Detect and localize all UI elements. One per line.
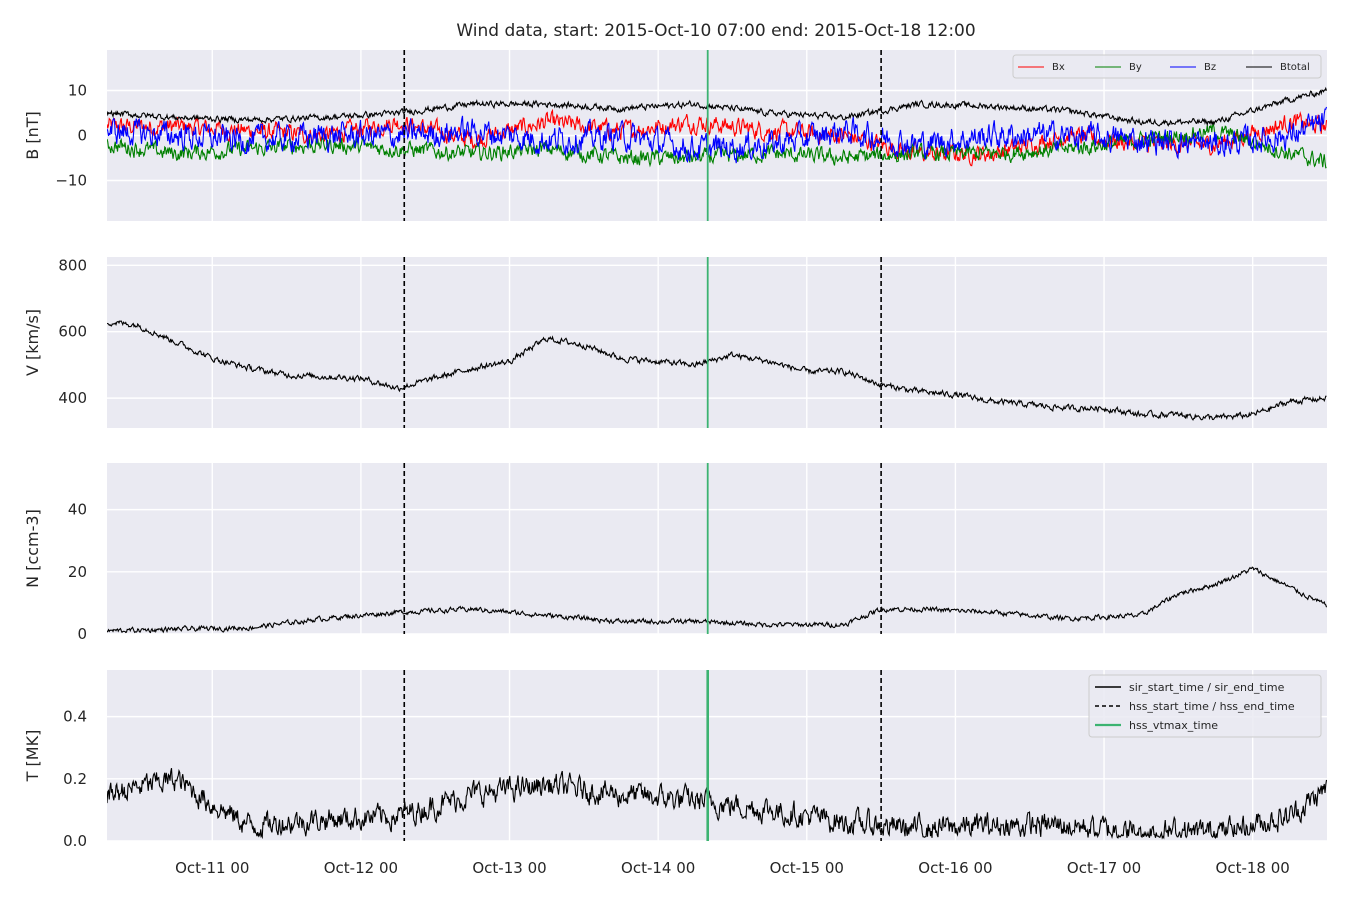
y-tick-label: 20 bbox=[68, 563, 87, 581]
y-tick-label: 0.2 bbox=[63, 770, 87, 788]
y-axis-label: V [km/s] bbox=[23, 309, 42, 376]
legend-box bbox=[1088, 674, 1322, 738]
legend-label-bx: Bx bbox=[1052, 62, 1065, 73]
series-group bbox=[107, 86, 1327, 169]
y-tick-label: 800 bbox=[58, 256, 87, 274]
series-line-t bbox=[107, 767, 1327, 840]
plot-area bbox=[107, 463, 1327, 634]
y-tick-label: 10 bbox=[68, 82, 87, 100]
y-tick-label: −10 bbox=[55, 172, 87, 190]
y-tick-label: 400 bbox=[58, 389, 87, 407]
panel-v-km-s: 800 600 400 V [km/s] bbox=[23, 256, 1327, 428]
series-line-v bbox=[107, 320, 1327, 421]
series-line-by bbox=[107, 123, 1327, 169]
x-tick-label-5: Oct-16 00 bbox=[918, 859, 992, 877]
legend-events: sir_start_time / sir_end_time hss_start_t… bbox=[1088, 674, 1322, 738]
y-tick-label: 40 bbox=[68, 501, 87, 519]
legend-label-hss-vtmax-time: hss_vtmax_time bbox=[1129, 719, 1218, 732]
plot-area bbox=[107, 257, 1327, 428]
y-axis-label: B [nT] bbox=[23, 111, 42, 159]
series-group bbox=[107, 566, 1327, 634]
y-axis-label: T [MK] bbox=[23, 730, 42, 783]
x-tick-label-4: Oct-15 00 bbox=[770, 859, 844, 877]
y-tick-label: 0 bbox=[77, 625, 87, 643]
legend-label-sir-start-time-sir-end-time: sir_start_time / sir_end_time bbox=[1129, 681, 1285, 694]
y-axis-label: N [ccm-3] bbox=[23, 509, 42, 588]
legend-label-btotal: Btotal bbox=[1280, 62, 1310, 73]
y-tick-label: 0.4 bbox=[63, 708, 87, 726]
series-line-btotal bbox=[107, 86, 1327, 127]
x-tick-label-0: Oct-11 00 bbox=[175, 859, 249, 877]
legend-label-hss-start-time-hss-end-time: hss_start_time / hss_end_time bbox=[1129, 700, 1295, 713]
y-tick-label: 0 bbox=[77, 127, 87, 145]
panel-n-ccm-3: 40 20 0 N [ccm-3] bbox=[23, 463, 1327, 643]
series-line-n bbox=[107, 566, 1327, 634]
x-tick-label-1: Oct-12 00 bbox=[324, 859, 398, 877]
x-tick-label-2: Oct-13 00 bbox=[472, 859, 546, 877]
legend-label-by: By bbox=[1129, 62, 1142, 73]
x-tick-label-7: Oct-18 00 bbox=[1216, 859, 1290, 877]
series-group bbox=[107, 767, 1327, 840]
legend-box bbox=[1012, 54, 1322, 79]
panel-t-mk: 0.4 0.2 0.0 T [MK] sir_start_time / sir_end_… bbox=[23, 670, 1327, 877]
x-tick-label-6: Oct-17 00 bbox=[1067, 859, 1141, 877]
y-tick-label: 600 bbox=[58, 323, 87, 341]
x-tick-label-3: Oct-14 00 bbox=[621, 859, 695, 877]
series-line-bx bbox=[107, 108, 1327, 167]
legend-b: Bx By Bz Btotal bbox=[1012, 54, 1322, 79]
series-group bbox=[107, 320, 1327, 421]
panel-b-nt: 10 0 −10 B [nT] Bx By Bz Btotal bbox=[23, 50, 1327, 221]
series-line-bz bbox=[107, 106, 1327, 164]
y-tick-label: 0.0 bbox=[63, 832, 87, 850]
legend-label-bz: Bz bbox=[1204, 62, 1216, 73]
chart-title: Wind data, start: 2015-Oct-10 07:00 end:… bbox=[456, 21, 975, 41]
